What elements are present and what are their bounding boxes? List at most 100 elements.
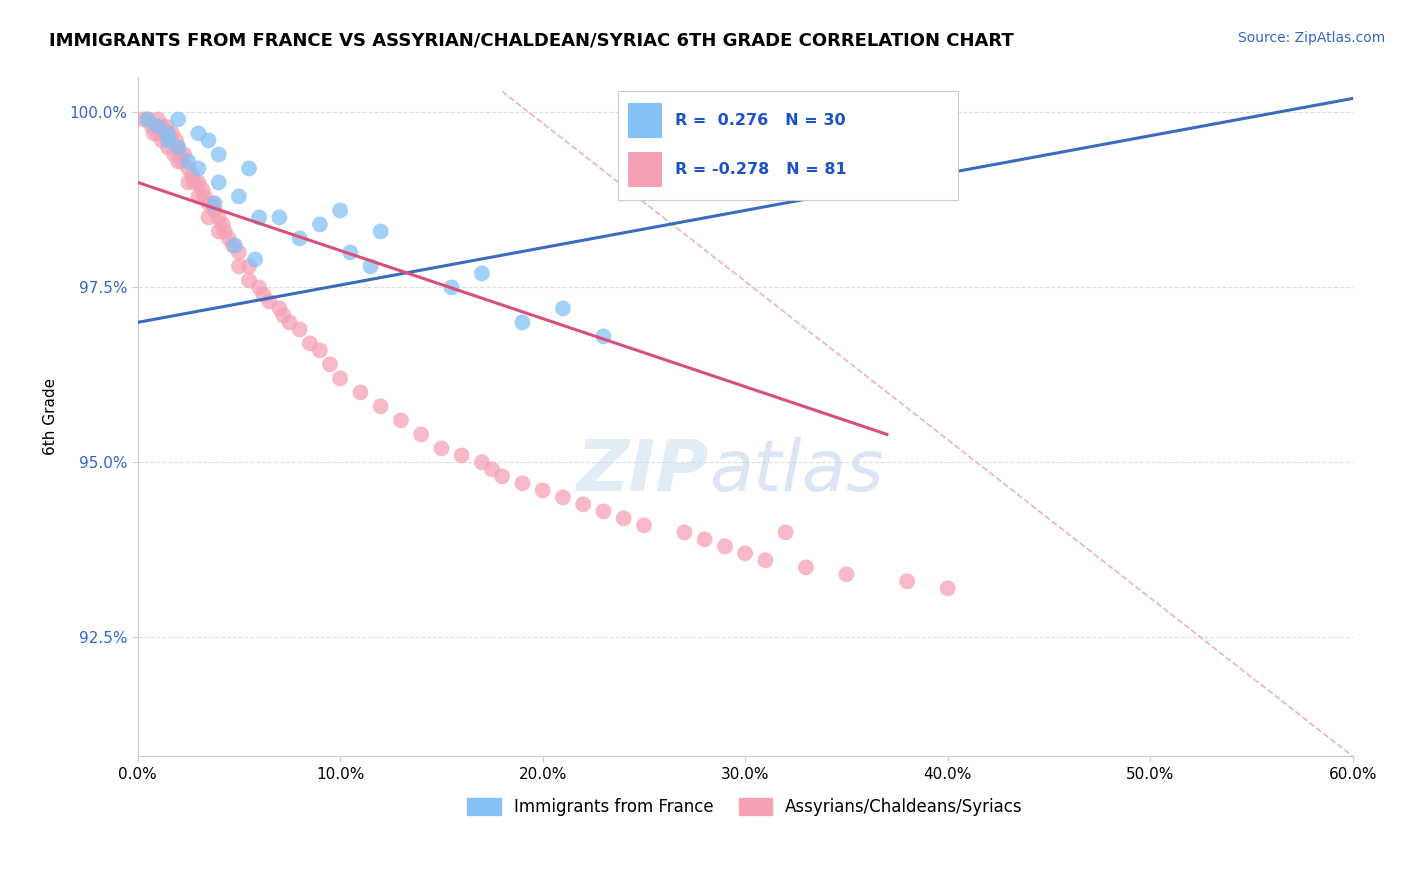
Point — [389, 413, 412, 427]
Point — [288, 322, 311, 336]
Point — [197, 133, 219, 147]
Point — [181, 169, 204, 183]
Point — [157, 127, 180, 141]
Point — [491, 469, 513, 483]
Point — [163, 147, 186, 161]
Point — [714, 539, 737, 553]
Text: Source: ZipAtlas.com: Source: ZipAtlas.com — [1237, 31, 1385, 45]
Point — [693, 533, 716, 547]
Point — [288, 231, 311, 245]
Point — [278, 315, 301, 329]
Point — [142, 127, 165, 141]
Legend: Immigrants from France, Assyrians/Chaldeans/Syriacs: Immigrants from France, Assyrians/Chalde… — [461, 791, 1029, 822]
Point — [269, 211, 291, 225]
Point — [228, 260, 250, 274]
Point — [136, 112, 159, 127]
Point — [633, 518, 655, 533]
Point — [167, 140, 190, 154]
Point — [204, 196, 226, 211]
Point — [298, 336, 321, 351]
Point — [411, 427, 433, 442]
Point — [309, 218, 332, 232]
Point — [208, 147, 231, 161]
Point — [177, 161, 200, 176]
Text: ZIP: ZIP — [576, 437, 709, 506]
Point — [167, 140, 190, 154]
Point — [269, 301, 291, 316]
Point — [450, 448, 472, 462]
Point — [183, 175, 205, 189]
Point — [360, 260, 382, 274]
Y-axis label: 6th Grade: 6th Grade — [44, 378, 58, 456]
Point — [197, 196, 219, 211]
Point — [155, 120, 177, 134]
Point — [208, 224, 231, 238]
Point — [167, 154, 190, 169]
Point — [592, 329, 614, 343]
Point — [247, 211, 270, 225]
Point — [187, 189, 209, 203]
Point — [794, 560, 817, 574]
Point — [835, 567, 858, 582]
Point — [157, 133, 180, 147]
Point — [329, 203, 352, 218]
Text: atlas: atlas — [709, 437, 883, 506]
Point — [936, 582, 959, 596]
Point — [775, 525, 797, 540]
Point — [329, 371, 352, 385]
Point — [172, 154, 194, 169]
Point — [238, 161, 260, 176]
Point — [259, 294, 281, 309]
Point — [243, 252, 266, 267]
Point — [177, 175, 200, 189]
Point — [247, 280, 270, 294]
Point — [370, 400, 392, 414]
Point — [214, 224, 236, 238]
Point — [146, 112, 169, 127]
Point — [132, 112, 155, 127]
Point — [252, 287, 274, 301]
Point — [187, 127, 209, 141]
Point — [481, 462, 503, 476]
Point — [222, 238, 245, 252]
Point — [734, 546, 756, 560]
Point — [673, 525, 696, 540]
Point — [141, 120, 163, 134]
Point — [169, 147, 191, 161]
Point — [208, 211, 231, 225]
Point — [165, 133, 187, 147]
Point — [159, 133, 181, 147]
Point — [754, 553, 776, 567]
Point — [224, 238, 246, 252]
Point — [146, 127, 169, 141]
Point — [153, 127, 176, 141]
Point — [238, 273, 260, 287]
Point — [471, 266, 494, 280]
Point — [592, 504, 614, 518]
Point — [177, 154, 200, 169]
Point — [173, 147, 195, 161]
Point — [572, 497, 595, 511]
Point — [187, 161, 209, 176]
Point — [339, 245, 361, 260]
Point — [228, 245, 250, 260]
Point — [370, 224, 392, 238]
Point — [193, 189, 215, 203]
Point — [187, 175, 209, 189]
Point — [191, 182, 214, 196]
Point — [211, 218, 233, 232]
Point — [201, 196, 224, 211]
Point — [896, 574, 918, 589]
Point — [319, 357, 342, 371]
Point — [531, 483, 554, 498]
Point — [136, 112, 159, 127]
Point — [228, 189, 250, 203]
Point — [218, 231, 240, 245]
Point — [150, 133, 173, 147]
Text: IMMIGRANTS FROM FRANCE VS ASSYRIAN/CHALDEAN/SYRIAC 6TH GRADE CORRELATION CHART: IMMIGRANTS FROM FRANCE VS ASSYRIAN/CHALD… — [49, 31, 1014, 49]
Point — [551, 491, 574, 505]
Point — [309, 343, 332, 358]
Point — [471, 455, 494, 469]
Point — [430, 442, 453, 456]
Point — [157, 140, 180, 154]
